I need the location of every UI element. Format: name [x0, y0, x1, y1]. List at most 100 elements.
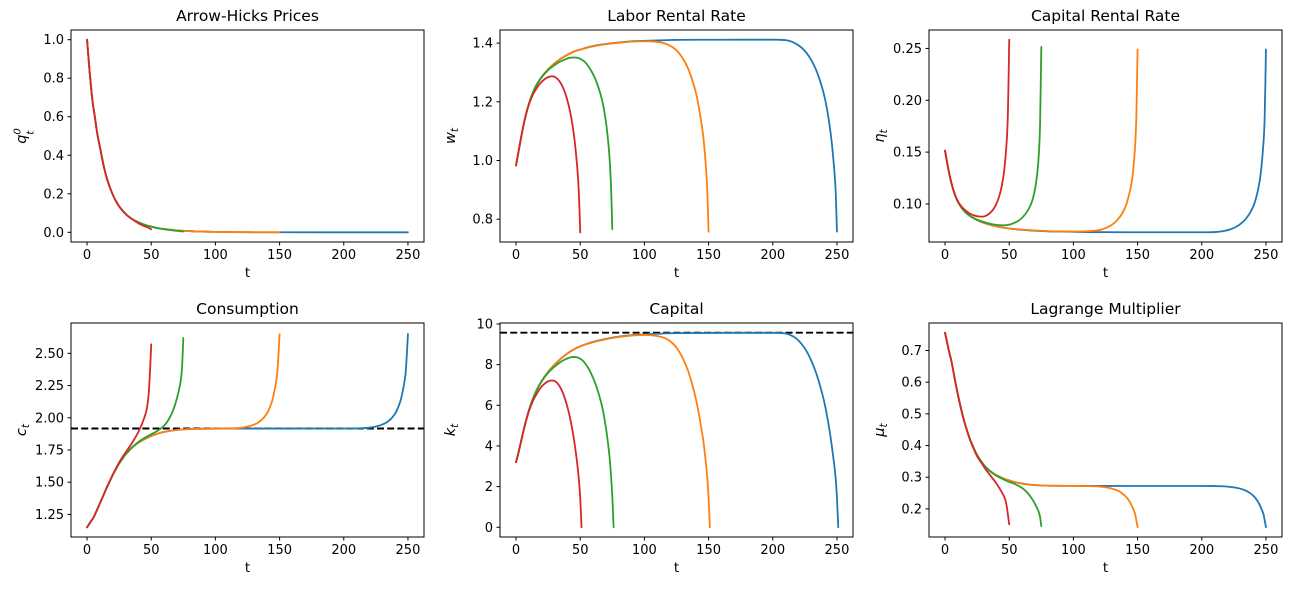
y-tick-label: 0.3 — [901, 471, 922, 486]
x-tick-label: 250 — [1254, 248, 1279, 263]
plot-area — [71, 333, 424, 529]
series-line-T50 — [86, 38, 153, 231]
plot-area — [86, 38, 409, 234]
series-line-T50 — [944, 331, 1011, 526]
y-tick-label: 0.15 — [893, 146, 922, 161]
y-tick-label: 1.50 — [35, 476, 64, 491]
x-tick-label: 50 — [143, 248, 160, 263]
plot-area — [944, 38, 1267, 234]
x-tick-label: 50 — [572, 248, 589, 263]
axes-spines — [70, 322, 425, 538]
y-tick-label: 1.75 — [35, 443, 64, 458]
series-line-T50 — [515, 75, 582, 234]
subplot-capital: 0 50 100 150 200 250 0 2 4 6 8 10 Capital t kt — [443, 300, 854, 576]
subplot-consumption: 0 50 100 150 200 250 1.25 1.50 1.75 2.00 2.25 2.50 C… — [14, 300, 425, 576]
series-line-T250 — [515, 331, 840, 529]
x-axis-label: t — [1103, 560, 1108, 576]
y-tick-label: 2.25 — [35, 379, 64, 394]
x-tick-label: 100 — [632, 543, 657, 558]
x-tick-label: 50 — [1001, 248, 1018, 263]
x-tick-label: 200 — [331, 248, 356, 263]
x-tick-label: 50 — [143, 543, 160, 558]
subplot-capital-rental-rate: 0 50 100 150 200 250 0.10 0.15 0.20 0.25 Capital R… — [872, 7, 1283, 281]
x-axis-label: t — [245, 560, 250, 576]
series-line-T150 — [86, 38, 281, 234]
axes-spines — [499, 29, 854, 243]
series-line-T150 — [944, 331, 1139, 528]
y-tick-label: 4 — [485, 439, 493, 454]
x-tick-label: 0 — [941, 543, 949, 558]
series-line-T75 — [515, 56, 614, 231]
y-axis-label: q0 t — [13, 128, 37, 144]
y-tick-label: 2 — [485, 480, 493, 495]
y-tick-label: 8 — [485, 358, 493, 373]
y-tick-label: 0.2 — [901, 502, 922, 517]
x-tick-label: 200 — [760, 543, 785, 558]
y-tick-label: 1.25 — [35, 508, 64, 523]
series-line-T250 — [86, 38, 409, 234]
series-line-T75 — [944, 331, 1043, 527]
axes-spines — [70, 29, 425, 243]
plot-area — [944, 331, 1267, 529]
y-tick-label: 0.8 — [472, 213, 493, 228]
y-tick-label: 10 — [476, 317, 493, 332]
axes-spines — [499, 322, 854, 538]
x-tick-label: 0 — [83, 543, 91, 558]
x-tick-label: 150 — [1125, 248, 1150, 263]
x-tick-label: 150 — [696, 248, 721, 263]
x-tick-label: 0 — [512, 248, 520, 263]
x-axis-label: t — [674, 560, 679, 576]
subplot-title: Capital — [649, 300, 703, 318]
x-tick-label: 200 — [760, 248, 785, 263]
series-line-T150 — [86, 333, 281, 529]
x-tick-label: 100 — [1061, 248, 1086, 263]
x-tick-label: 200 — [1189, 248, 1214, 263]
y-tick-label: 0 — [485, 521, 493, 536]
subplot-title: Lagrange Multiplier — [1030, 300, 1181, 318]
x-axis-label: t — [674, 265, 679, 281]
x-tick-label: 0 — [941, 248, 949, 263]
axes-spines — [928, 29, 1283, 243]
y-axis-label: ct — [14, 423, 32, 436]
x-axis-label: t — [245, 265, 250, 281]
series-line-T50 — [515, 379, 583, 529]
y-tick-label: 1.0 — [43, 33, 64, 48]
y-axis-label: ηt — [872, 128, 890, 142]
x-tick-label: 250 — [396, 543, 421, 558]
subplot-title: Labor Rental Rate — [607, 7, 746, 25]
y-tick-label: 0.20 — [893, 94, 922, 109]
x-tick-label: 200 — [331, 543, 356, 558]
series-line-T75 — [515, 356, 615, 529]
x-axis-label: t — [1103, 265, 1108, 281]
x-tick-label: 150 — [267, 543, 292, 558]
x-tick-label: 50 — [1001, 543, 1018, 558]
y-tick-label: 0.10 — [893, 197, 922, 212]
x-tick-label: 150 — [1125, 543, 1150, 558]
x-tick-label: 250 — [396, 248, 421, 263]
x-tick-label: 50 — [572, 543, 589, 558]
y-axis-label: kt — [443, 423, 461, 436]
plot-area — [515, 38, 838, 234]
x-tick-label: 100 — [632, 248, 657, 263]
x-tick-label: 250 — [825, 543, 850, 558]
x-tick-label: 100 — [203, 543, 228, 558]
y-tick-label: 1.4 — [472, 37, 493, 52]
series-line-T250 — [944, 331, 1267, 529]
subplot-title: Arrow-Hicks Prices — [176, 7, 319, 25]
plot-area — [500, 331, 853, 529]
series-line-T250 — [944, 48, 1267, 234]
x-tick-label: 100 — [1061, 543, 1086, 558]
x-tick-label: 100 — [203, 248, 228, 263]
y-tick-label: 0.8 — [43, 72, 64, 87]
y-tick-label: 0.0 — [43, 226, 64, 241]
series-line-T250 — [515, 38, 838, 233]
y-tick-label: 0.6 — [43, 110, 64, 125]
y-tick-label: 1.0 — [472, 154, 493, 169]
x-tick-label: 0 — [512, 543, 520, 558]
x-tick-label: 200 — [1189, 543, 1214, 558]
y-tick-label: 0.5 — [901, 407, 922, 422]
subplot-title: Capital Rental Rate — [1031, 7, 1180, 25]
x-tick-label: 250 — [825, 248, 850, 263]
